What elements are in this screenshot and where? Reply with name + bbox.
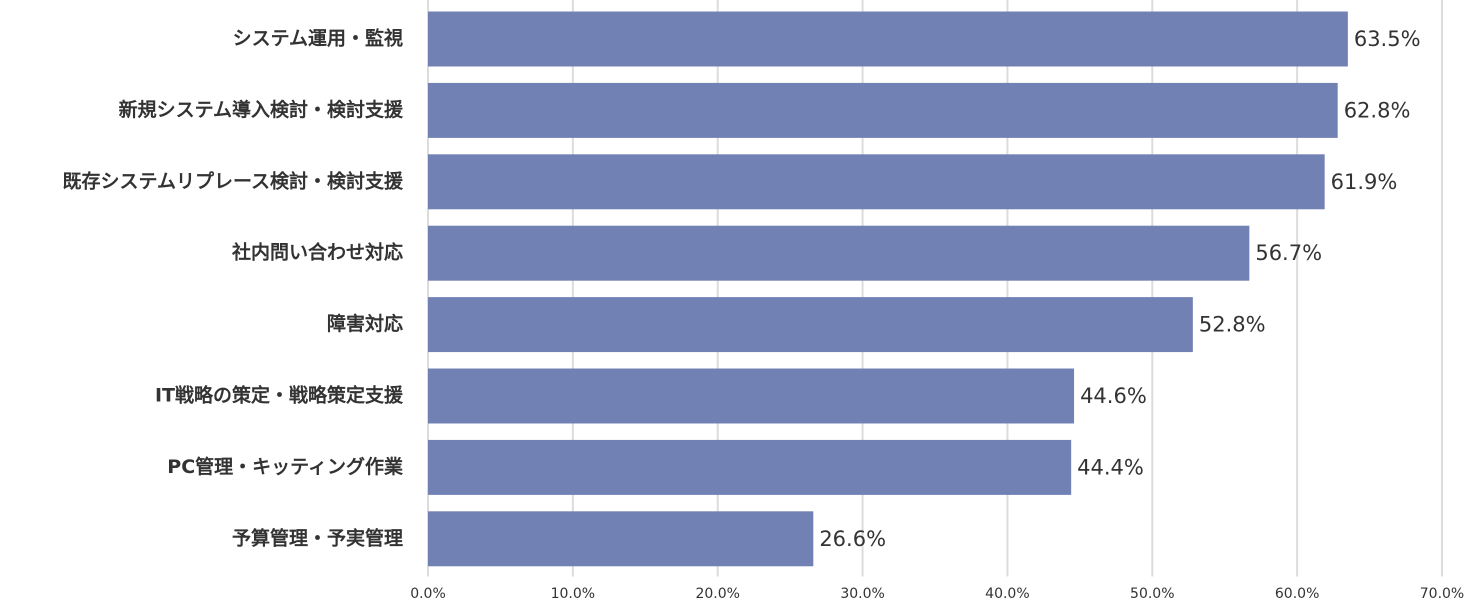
y-tick-label: システム運用・監視 <box>233 27 403 50</box>
bar <box>428 368 1075 424</box>
x-tick-label: 30.0% <box>840 586 884 602</box>
x-tick-label: 10.0% <box>551 586 595 602</box>
x-tick-label: 40.0% <box>985 586 1029 602</box>
y-tick-label: 社内問い合わせ対応 <box>231 241 403 264</box>
bar <box>428 11 1348 67</box>
x-tick-label: 20.0% <box>695 586 739 602</box>
y-tick-label: 予算管理・予実管理 <box>232 526 403 549</box>
y-tick-label: 新規システム導入検討・検討支援 <box>119 98 404 121</box>
value-label: 44.4% <box>1077 455 1144 479</box>
bar <box>428 225 1250 281</box>
bar <box>428 511 814 567</box>
value-label: 62.8% <box>1344 98 1411 122</box>
value-label: 63.5% <box>1354 27 1421 51</box>
bar <box>428 297 1193 353</box>
bar <box>428 154 1325 210</box>
y-tick-label: IT戦略の策定・戦略策定支援 <box>155 384 404 407</box>
y-tick-label: 既存システムリプレース検討・検討支援 <box>63 169 404 192</box>
bar <box>428 439 1072 495</box>
bar <box>428 82 1338 138</box>
value-label: 61.9% <box>1331 170 1398 194</box>
value-label: 26.6% <box>819 527 886 551</box>
x-tick-label: 0.0% <box>410 586 446 602</box>
x-tick-label: 50.0% <box>1130 586 1174 602</box>
value-label: 44.6% <box>1080 384 1147 408</box>
value-label: 52.8% <box>1199 313 1266 337</box>
value-label: 56.7% <box>1255 241 1322 265</box>
y-tick-label: 障害対応 <box>327 312 403 335</box>
x-tick-label: 60.0% <box>1275 586 1319 602</box>
y-tick-label: PC管理・キッティング作業 <box>167 455 404 478</box>
x-tick-label: 70.0% <box>1420 586 1464 602</box>
